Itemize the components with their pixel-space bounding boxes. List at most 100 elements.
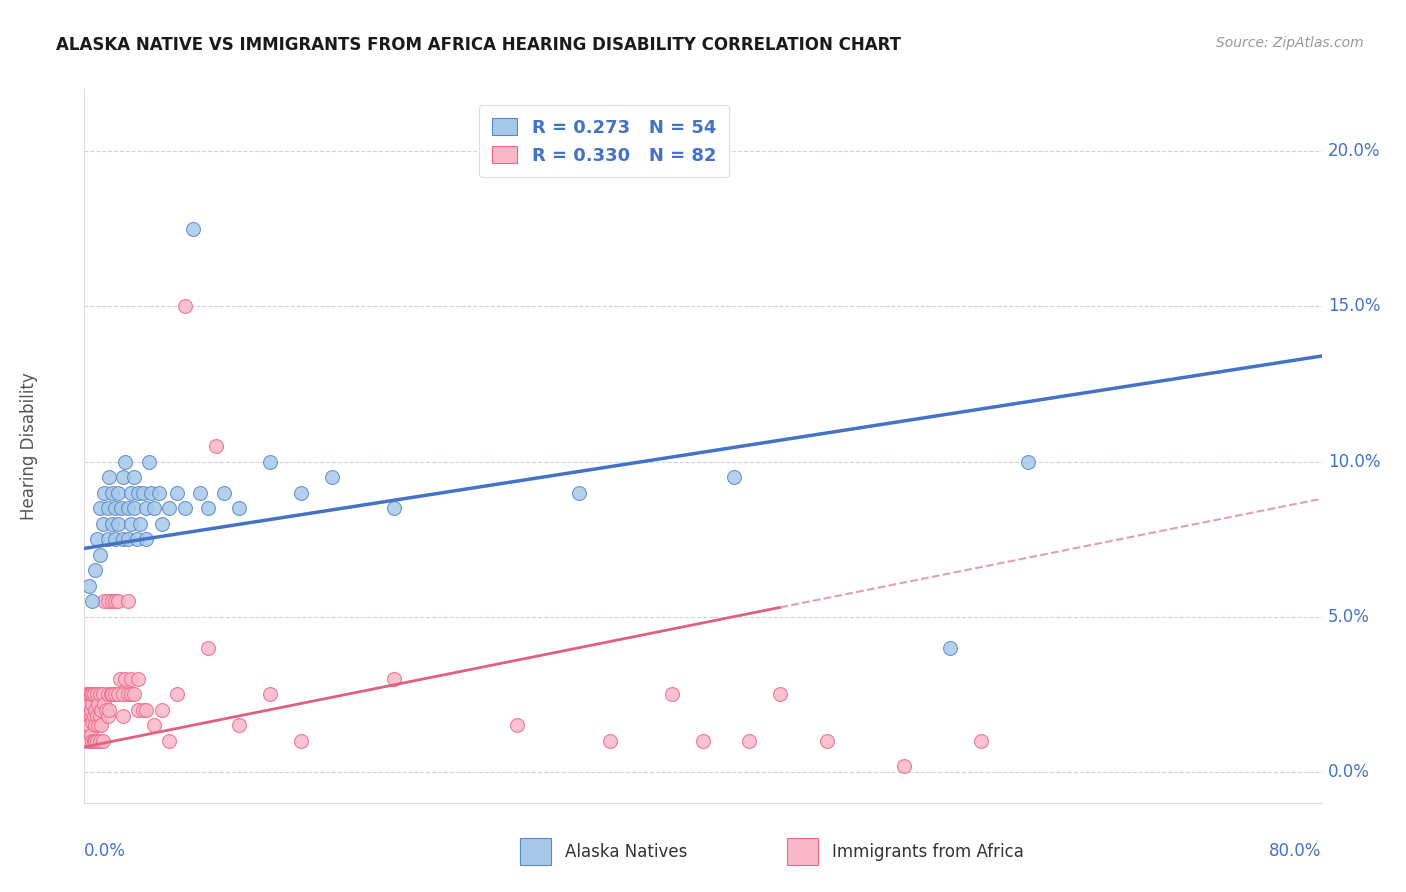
Text: 20.0%: 20.0%: [1327, 142, 1381, 161]
Point: [101, 516, 124, 531]
Point: [127, 672, 149, 686]
Point: [166, 485, 188, 500]
FancyBboxPatch shape: [520, 838, 551, 865]
Point: [129, 516, 152, 531]
Point: [138, 454, 160, 468]
Point: [205, 439, 228, 453]
Point: [166, 687, 188, 701]
Point: [89, 733, 111, 747]
Point: [93, 485, 115, 500]
Point: [82, 687, 104, 701]
Text: Alaska Natives: Alaska Natives: [565, 843, 688, 861]
Text: 0.0%: 0.0%: [1327, 763, 1369, 780]
Point: [188, 485, 211, 500]
Point: [82, 697, 104, 711]
Point: [86, 733, 108, 747]
Text: 0.0%: 0.0%: [84, 842, 127, 860]
Point: [382, 672, 405, 686]
Point: [228, 718, 250, 732]
Point: [259, 687, 281, 701]
Point: [1017, 454, 1039, 468]
Point: [125, 532, 148, 546]
Point: [108, 672, 131, 686]
Point: [769, 687, 792, 701]
Point: [84, 733, 107, 747]
Point: [127, 485, 149, 500]
Point: [96, 594, 118, 608]
Point: [939, 640, 962, 655]
Point: [107, 485, 129, 500]
Point: [127, 703, 149, 717]
Point: [89, 548, 111, 562]
Point: [197, 640, 219, 655]
Point: [93, 594, 115, 608]
Point: [122, 501, 145, 516]
Point: [93, 697, 115, 711]
Point: [96, 709, 118, 723]
Text: 5.0%: 5.0%: [1327, 607, 1369, 625]
Point: [77, 733, 100, 747]
Point: [79, 709, 101, 723]
Point: [139, 485, 162, 500]
Point: [132, 703, 155, 717]
Point: [135, 501, 157, 516]
Point: [76, 733, 98, 747]
Point: [96, 501, 118, 516]
Point: [893, 758, 915, 772]
Point: [132, 485, 155, 500]
Point: [174, 299, 197, 313]
Point: [82, 733, 104, 747]
Point: [83, 733, 105, 747]
Point: [290, 485, 312, 500]
Text: Hearing Disability: Hearing Disability: [20, 372, 38, 520]
Point: [661, 687, 683, 701]
Point: [84, 718, 107, 732]
Point: [117, 687, 139, 701]
Point: [148, 485, 170, 500]
Point: [89, 501, 111, 516]
Point: [382, 501, 405, 516]
Point: [159, 733, 180, 747]
Point: [135, 532, 157, 546]
Point: [738, 733, 761, 747]
Point: [212, 485, 235, 500]
Point: [143, 501, 166, 516]
Text: 10.0%: 10.0%: [1327, 452, 1381, 470]
Text: ALASKA NATIVE VS IMMIGRANTS FROM AFRICA HEARING DISABILITY CORRELATION CHART: ALASKA NATIVE VS IMMIGRANTS FROM AFRICA …: [56, 36, 901, 54]
Point: [117, 594, 139, 608]
Point: [114, 672, 136, 686]
Point: [112, 532, 135, 546]
Point: [82, 715, 104, 730]
Point: [90, 703, 112, 717]
Point: [692, 733, 714, 747]
Point: [112, 687, 135, 701]
Point: [506, 718, 529, 732]
Point: [104, 501, 127, 516]
Point: [87, 697, 110, 711]
Point: [107, 594, 129, 608]
Point: [79, 703, 101, 717]
Point: [107, 687, 129, 701]
Point: [83, 709, 105, 723]
Point: [89, 709, 111, 723]
Point: [101, 594, 124, 608]
Point: [83, 687, 105, 701]
Point: [970, 733, 993, 747]
Point: [96, 532, 118, 546]
Point: [122, 687, 145, 701]
Text: 80.0%: 80.0%: [1270, 842, 1322, 860]
Point: [77, 697, 100, 711]
Point: [143, 718, 166, 732]
Point: [723, 470, 745, 484]
Point: [76, 718, 98, 732]
Point: [75, 687, 97, 701]
Point: [86, 687, 108, 701]
Point: [82, 594, 104, 608]
Point: [77, 687, 100, 701]
Point: [117, 532, 139, 546]
Point: [120, 687, 142, 701]
Point: [259, 454, 281, 468]
Point: [91, 733, 114, 747]
Point: [84, 703, 107, 717]
Point: [87, 718, 110, 732]
